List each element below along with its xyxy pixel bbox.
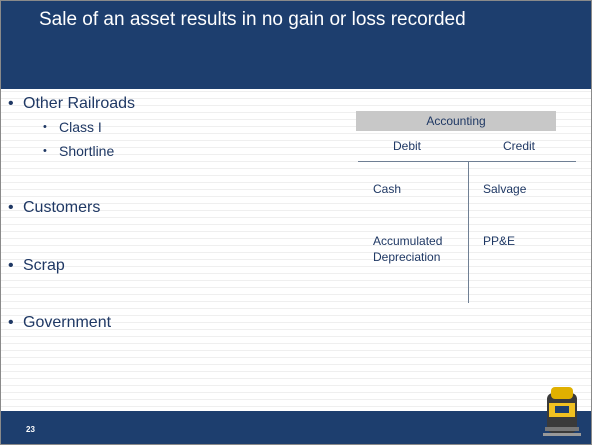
slide-title: Sale of an asset results in no gain or l… bbox=[39, 9, 466, 30]
t-horizontal-line bbox=[358, 161, 576, 162]
sub-bullet-text: Shortline bbox=[59, 143, 115, 159]
credit-entry: Salvage bbox=[483, 182, 527, 196]
bullet-dot: • bbox=[8, 199, 14, 216]
credit-label: Credit bbox=[503, 139, 536, 153]
bullet-dot: • bbox=[8, 95, 14, 112]
train-icon bbox=[543, 387, 581, 436]
bullet-text: Other Railroads bbox=[23, 95, 136, 112]
page-number: 23 bbox=[26, 425, 35, 434]
t-account-header: Accounting bbox=[356, 111, 556, 131]
sub-bullet-dot: • bbox=[43, 145, 47, 157]
t-vertical-line bbox=[468, 161, 469, 303]
footer-band bbox=[1, 411, 591, 444]
bullet-text: Government bbox=[23, 314, 112, 331]
debit-entry: Accumulated Depreciation bbox=[373, 234, 443, 264]
bullet-dot: • bbox=[8, 314, 14, 331]
bullet-text: Customers bbox=[23, 199, 101, 216]
credit-entry: PP&E bbox=[483, 234, 516, 248]
header-band bbox=[1, 1, 591, 89]
sub-bullet-dot: • bbox=[43, 121, 47, 133]
bullet-text: Scrap bbox=[23, 257, 65, 274]
debit-label: Debit bbox=[393, 139, 422, 153]
debit-entry: Cash bbox=[373, 182, 402, 196]
bullet-dot: • bbox=[8, 257, 14, 274]
sub-bullet-text: Class I bbox=[59, 119, 102, 135]
